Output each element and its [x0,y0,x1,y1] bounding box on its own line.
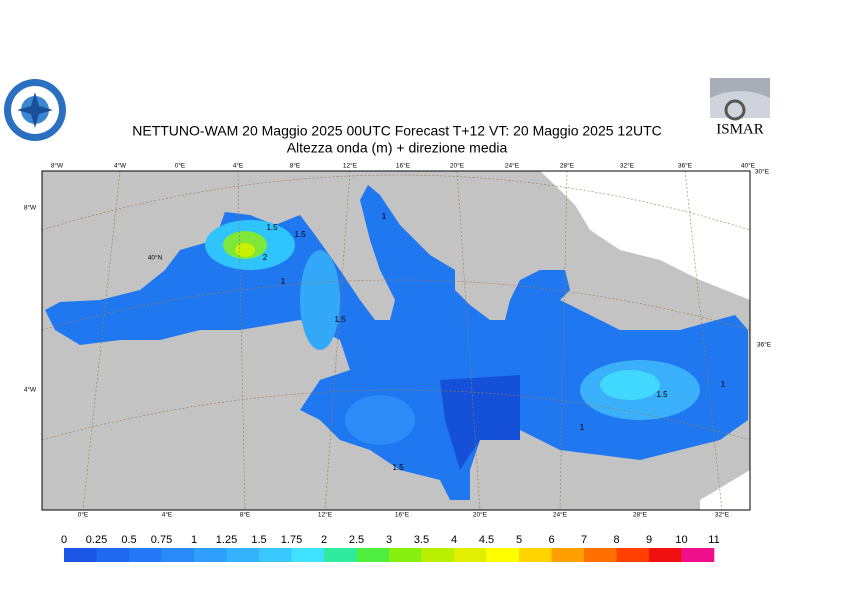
lon-label: 4°E [162,511,173,519]
contour-label: 1.5 [392,463,404,472]
lon-label: 24°E [553,511,568,519]
colorbar-label: 10 [675,534,687,546]
colorbar-label: 8 [613,534,619,546]
colorbar-swatch [486,548,520,562]
contour-label: 1.5 [266,223,278,232]
colorbar-swatch [681,548,715,562]
lon-label: 32°E [715,511,730,519]
lat-label: 8°W [24,204,37,212]
colorbar-label: 0.5 [121,534,136,546]
logo-text: ISMAR [716,121,764,137]
colorbar-label: 2.5 [349,534,364,546]
colorbar-swatch [64,548,97,562]
map [41,170,751,511]
colorbar-label: 0.25 [86,534,107,546]
labels: 8°W 4°W 0°E 4°E 8°E 12°E 16°E 20°E 24°E 28°E 32°E 3… [24,162,772,562]
lon-label: 4°W [114,162,127,170]
colorbar-swatch [226,548,260,562]
subtitle: Altezza onda (m) + direzione media [287,140,508,156]
colorbar-label: 0 [61,534,67,546]
logo-left [4,79,66,141]
colorbar-label: 4.5 [479,534,494,546]
lon-label: 8°W [51,162,64,170]
lon-label: 36°E [678,162,693,170]
colorbar-swatch [161,548,195,562]
lat-label: 4°W [24,386,37,394]
lon-label: 4°E [233,162,244,170]
contour-label: 2 [263,253,268,262]
colorbar-label: 3 [386,534,392,546]
lon-label: 12°E [318,511,333,519]
contour-label: 1.5 [294,230,306,239]
colorbar-label: 11 [708,534,719,546]
colorbar-label: 1.25 [216,534,237,546]
colorbar-swatch [649,548,682,562]
lon-label: 20°E [473,511,488,519]
lon-label: 12°E [343,162,358,170]
colorbar-swatch [259,548,292,562]
lon-label: 30°E [755,168,770,176]
colorbar-swatch [324,548,357,562]
lon-label: 0°E [175,162,186,170]
colorbar-swatch [421,548,455,562]
colorbar-label: 6 [548,534,554,546]
colorbar-label: 7 [581,534,587,546]
lon-label: 0°E [78,511,89,519]
colorbar-label: 1 [191,534,197,546]
colorbar-swatch [194,548,227,562]
lon-label: 20°E [450,162,465,170]
contour-label: 1.5 [656,390,668,399]
colorbar-swatch [519,548,552,562]
lon-label: 28°E [560,162,575,170]
colorbar-label: 2 [321,534,327,546]
lon-label: 24°E [505,162,520,170]
colorbar-swatch [291,548,325,562]
colorbar-swatch [96,548,130,562]
colorbar-label: 0.75 [151,534,172,546]
lon-label: 8°E [290,162,301,170]
contour-label: 1.5 [334,315,346,324]
lon-label: 40°E [741,162,756,170]
logo-right: ISMAR [710,78,770,137]
lon-label: 28°E [633,511,648,519]
colorbar-label: 1.5 [251,534,266,546]
colorbar-swatch [551,548,585,562]
lon-label: 32°E [620,162,635,170]
lon-label: 36°E [757,341,772,349]
colorbar-swatch [389,548,422,562]
lon-label: 16°E [395,511,410,519]
lon-label: 8°E [240,511,251,519]
contour-label: 1 [281,277,286,286]
colorbar-label: 3.5 [414,534,429,546]
colorbar-swatch [584,548,617,562]
colorbar-label: 9 [646,534,652,546]
contour-label: 1 [580,423,585,432]
colorbar-label: 1.75 [281,534,302,546]
colorbar-swatch [454,548,487,562]
contour-label: 1 [721,380,726,389]
colorbar-swatch [356,548,390,562]
title: NETTUNO-WAM 20 Maggio 2025 00UTC Forecas… [132,123,662,139]
contour-label: 1 [382,212,387,221]
colorbar-label: 5 [516,534,522,546]
lat-label: 40°N [148,254,163,262]
colorbar-swatch [129,548,162,562]
colorbar-label: 4 [451,534,457,546]
colorbar-swatch [616,548,650,562]
lon-label: 16°E [396,162,411,170]
